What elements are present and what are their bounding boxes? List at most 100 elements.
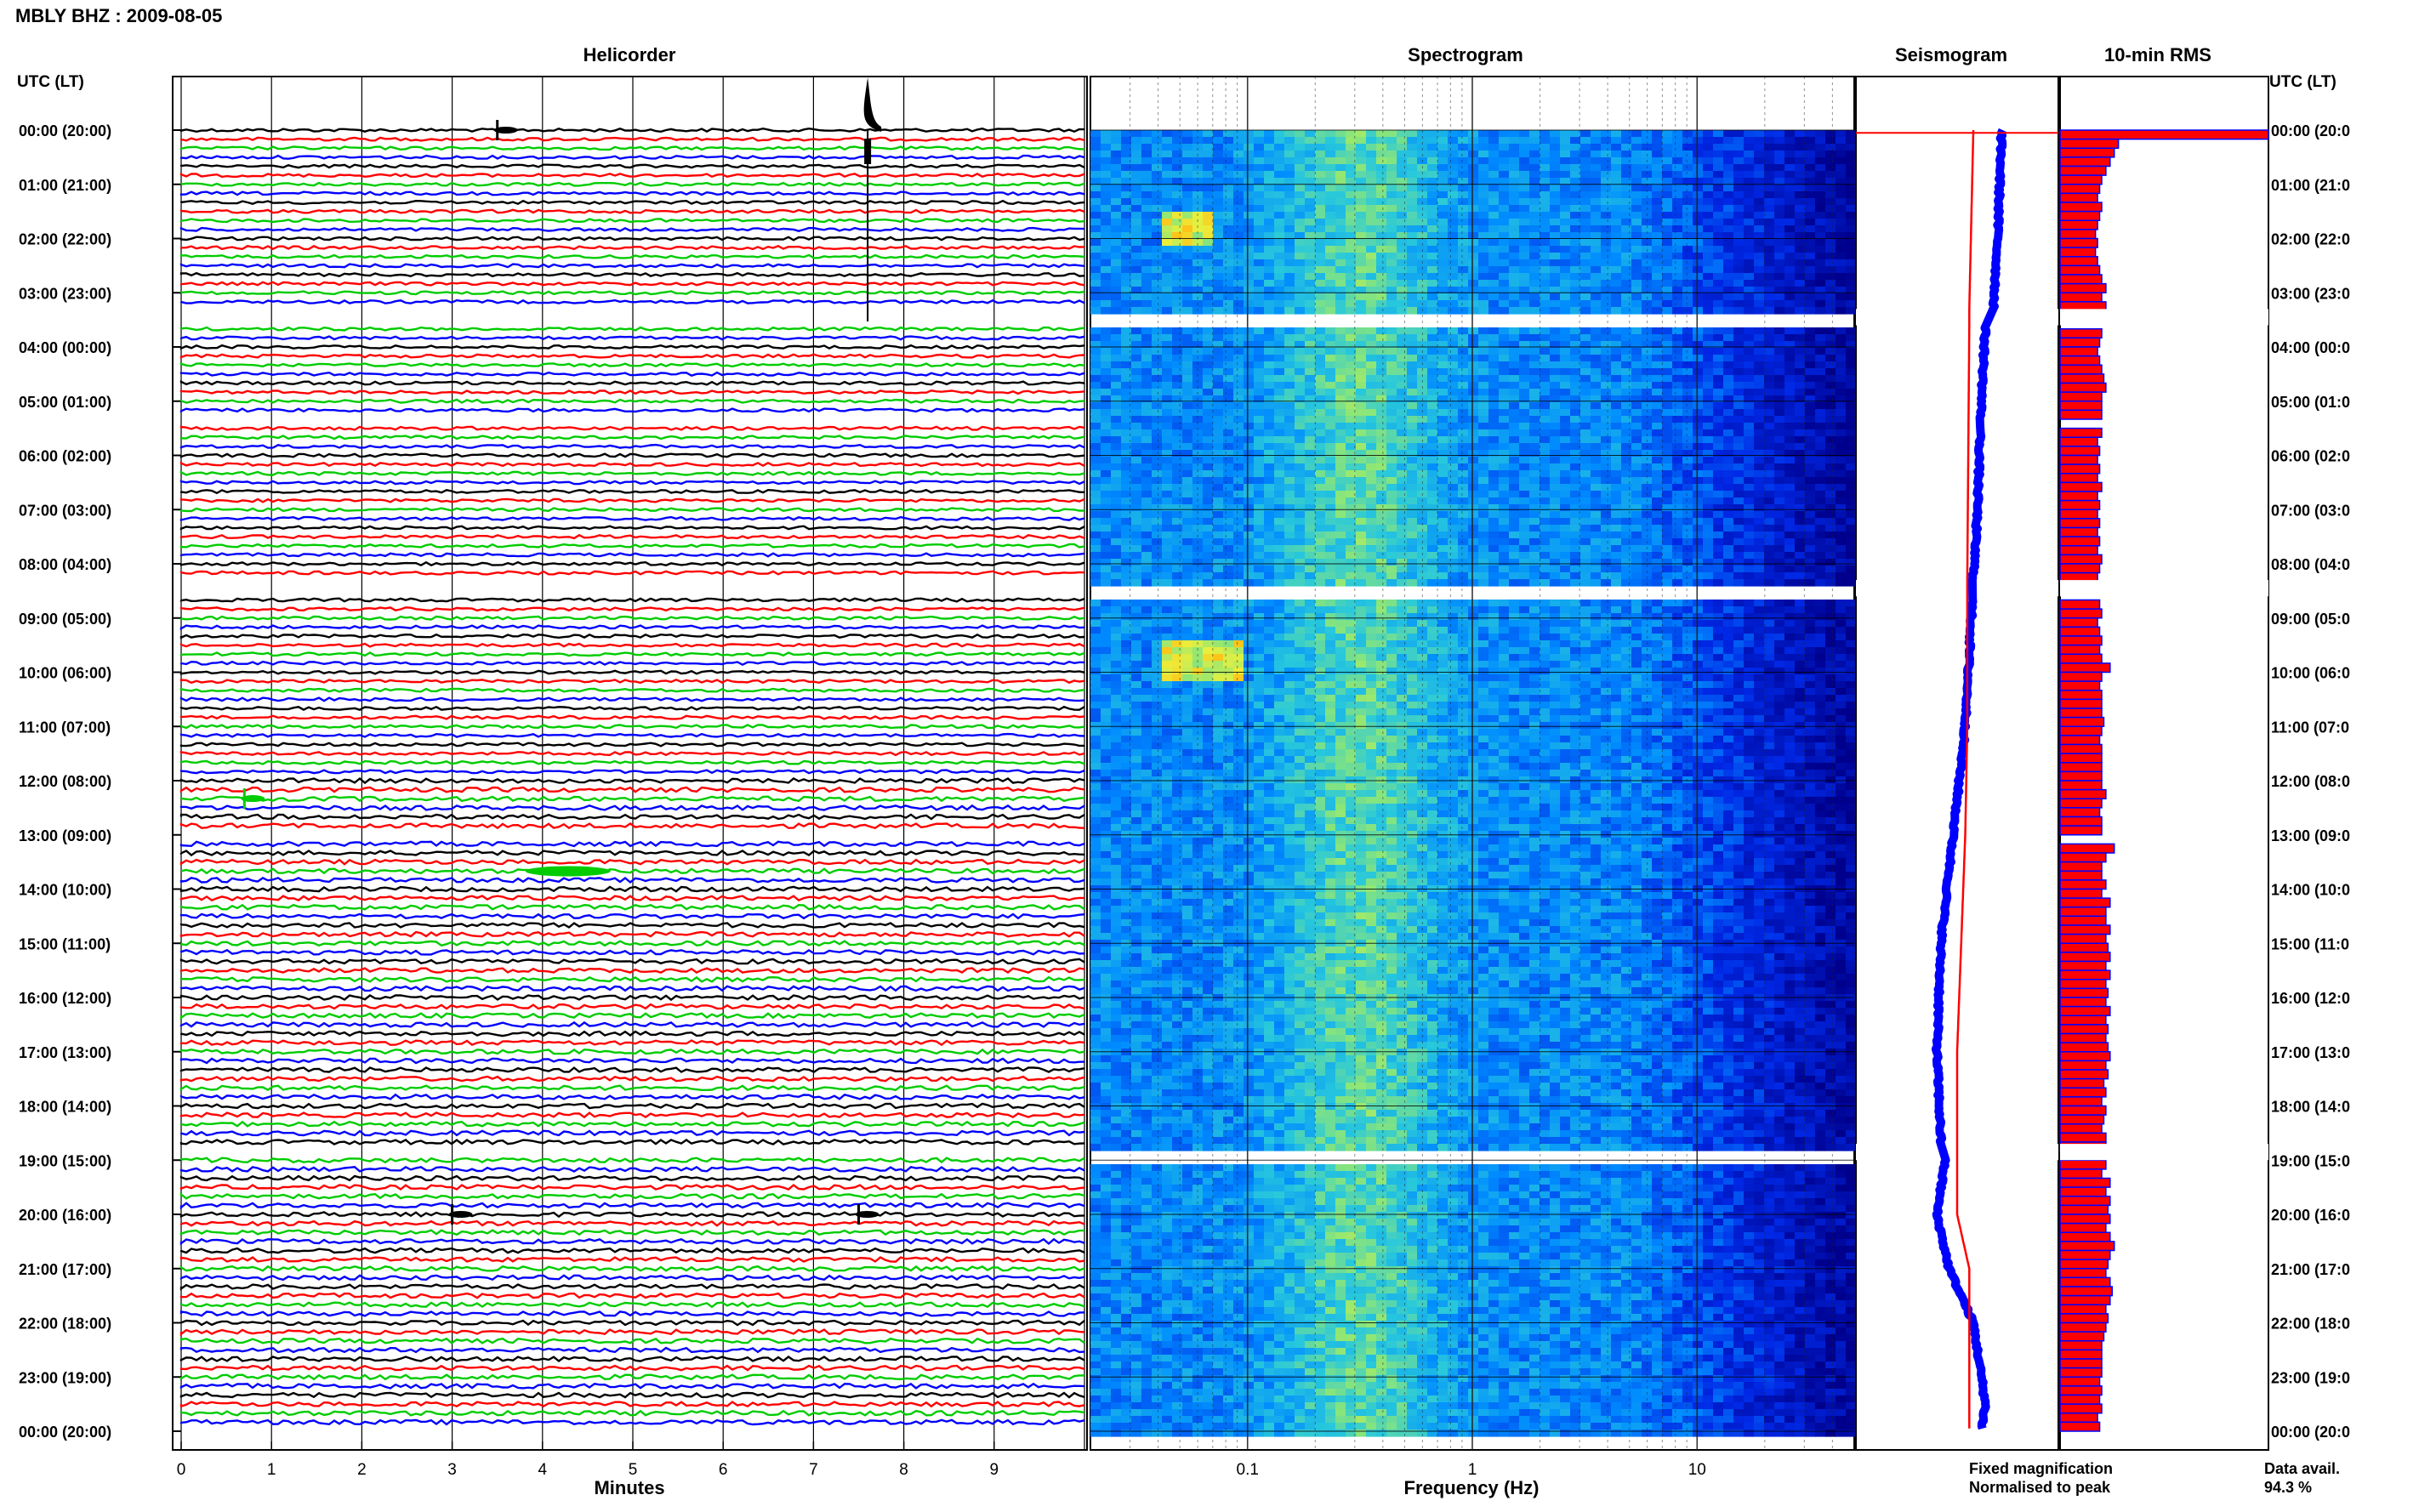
spectrogram-cell [1305, 300, 1316, 308]
spectrogram-cell [1611, 293, 1622, 301]
spectrogram-cell [1488, 219, 1500, 226]
spectrogram-cell [1723, 511, 1734, 519]
spectrogram-cell [1203, 497, 1214, 505]
spectrogram-cell [1519, 327, 1530, 335]
spectrogram-cell [1754, 293, 1765, 301]
spectrogram-cell [1733, 212, 1745, 219]
spectrogram-cell [1182, 273, 1193, 281]
spectrogram-cell [1560, 436, 1571, 444]
spectrogram-cell [1672, 307, 1683, 315]
spectrogram-cell [1284, 280, 1295, 287]
spectrogram-cell [1325, 511, 1336, 519]
spectrogram-cell [1407, 484, 1418, 492]
spectrogram-cell [1631, 253, 1642, 260]
spectrogram-cell [1152, 545, 1163, 553]
spectrogram-cell [1591, 164, 1602, 172]
spectrogram-cell [1519, 443, 1530, 451]
spectrogram-cell [1172, 157, 1183, 165]
spectrogram-cell [1468, 484, 1479, 492]
spectrogram-cell [1141, 341, 1153, 349]
spectrogram-cell [1121, 511, 1132, 519]
spectrogram-cell [1509, 259, 1520, 267]
spectrogram-cell [1254, 327, 1265, 335]
spectrogram-cell [1631, 484, 1642, 492]
spectrogram-cell [1754, 443, 1765, 451]
spectrogram-cell [1407, 205, 1418, 213]
spectrogram-cell [1754, 185, 1765, 192]
spectrogram-cell [1397, 287, 1408, 294]
spectrogram-cell [1642, 566, 1653, 573]
spectrogram-cell [1458, 457, 1469, 464]
spectrogram-cell [1723, 348, 1734, 355]
spectrogram-cell [1754, 273, 1765, 281]
spectrogram-cell [1152, 266, 1163, 274]
spectrogram-cell [1437, 416, 1449, 423]
spectrogram-cell [1090, 525, 1101, 532]
spectrogram-cell [1693, 144, 1704, 151]
spectrogram-cell [1356, 402, 1367, 410]
spectrogram-cell [1488, 416, 1500, 423]
spectrogram-cell [1754, 144, 1765, 151]
spectrogram-cell [1611, 518, 1622, 526]
spectrogram-cell [1244, 531, 1255, 539]
spectrogram-cell [1509, 280, 1520, 287]
spectrogram-cell [1437, 157, 1449, 165]
spectrogram-cell [1703, 538, 1714, 546]
spectrogram-cell [1437, 205, 1449, 213]
spectrogram-cell [1825, 545, 1836, 553]
spectrogram-cell [1601, 545, 1612, 553]
spectrogram-cell [1468, 191, 1479, 199]
spectrogram-cell [1376, 443, 1387, 451]
spectrogram-cell [1417, 137, 1428, 145]
spectrogram-cell [1815, 484, 1826, 492]
spectrogram-cell [1621, 470, 1632, 478]
spectrogram-cell [1233, 198, 1244, 206]
spectrogram-cell [1580, 300, 1591, 308]
spectrogram-cell [1825, 348, 1836, 355]
spectrogram-cell [1407, 341, 1418, 349]
spectrogram-cell [1284, 416, 1295, 423]
spectrogram-cell [1172, 409, 1183, 417]
spectrogram-cell [1121, 477, 1132, 485]
spectrogram-cell [1672, 436, 1683, 444]
spectrogram-cell [1182, 395, 1193, 403]
spectrogram-title: Spectrogram [1408, 44, 1523, 65]
spectrogram-cell [1172, 253, 1183, 260]
spectrogram-cell [1223, 327, 1234, 335]
spectrogram-cell [1662, 491, 1673, 498]
spectrogram-cell [1192, 280, 1204, 287]
spectrogram-cell [1101, 334, 1112, 342]
spectrogram-cell [1774, 130, 1785, 138]
spectrogram-cell [1346, 436, 1357, 444]
spectrogram-cell [1090, 137, 1101, 145]
spectrogram-cell [1601, 484, 1612, 492]
spectrogram-cell [1529, 361, 1540, 369]
spectrogram-cell [1437, 436, 1449, 444]
spectrogram-cell [1397, 409, 1408, 417]
spectrogram-cell [1101, 246, 1112, 253]
spectrogram-cell [1325, 219, 1336, 226]
spectrogram-cell [1540, 232, 1551, 240]
spectrogram-cell [1121, 531, 1132, 539]
spectrogram-cell [1774, 423, 1785, 430]
spectrogram-cell [1509, 518, 1520, 526]
spectrogram-cell [1642, 225, 1653, 233]
spectrogram-cell [1764, 389, 1775, 396]
spectrogram-cell [1111, 307, 1122, 315]
spectrogram-cell [1111, 280, 1122, 287]
spectrogram-cell [1733, 151, 1745, 158]
spectrogram-cell [1376, 219, 1387, 226]
spectrogram-cell [1499, 307, 1510, 315]
spectrogram-cell [1101, 273, 1112, 281]
spectrogram-cell [1825, 259, 1836, 267]
spectrogram-cell [1601, 450, 1612, 458]
spectrogram-cell [1356, 253, 1367, 260]
spectrogram-cell [1335, 429, 1346, 437]
helicorder-trace [179, 804, 1085, 811]
spectrogram-cell [1111, 497, 1122, 505]
spectrogram-cell [1560, 246, 1571, 253]
spectrogram-cell [1540, 157, 1551, 165]
spectrogram-cell [1580, 253, 1591, 260]
spectrogram-cell [1815, 253, 1826, 260]
helicorder-trace [179, 642, 1085, 648]
